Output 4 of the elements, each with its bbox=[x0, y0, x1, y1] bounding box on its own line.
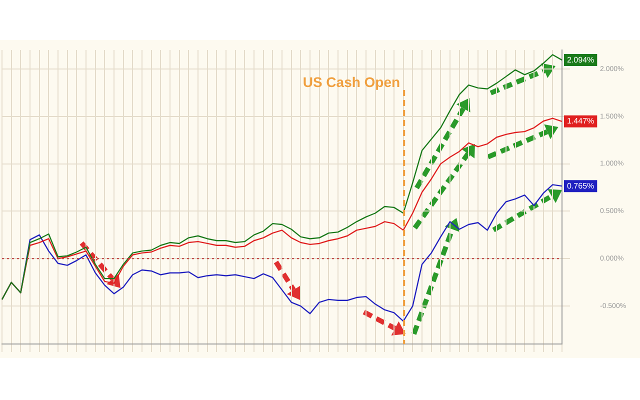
data-label: 2.094% bbox=[567, 55, 594, 64]
data-label: 0.765% bbox=[567, 181, 594, 190]
annotation: US Cash Open bbox=[302, 74, 400, 90]
data-label: 1.447% bbox=[567, 116, 594, 126]
